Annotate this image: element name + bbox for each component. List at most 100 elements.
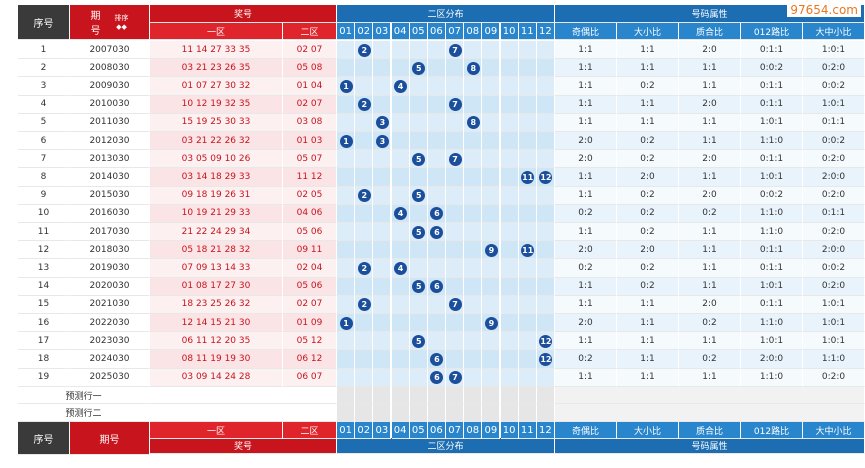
dist-cell [427,168,446,187]
dist-cell [409,259,428,278]
attr-value: 2:0:0 [803,241,865,260]
attr-value: 1:1 [679,77,741,96]
dist-cell [518,368,537,387]
header-zone1: 一区 [150,23,283,40]
dist-cell [446,223,465,242]
attr-value: 2:0 [679,95,741,114]
attr-value: 1:1 [617,95,679,114]
dist-col-label: 06 [427,23,446,40]
seq: 17 [18,332,70,351]
zone1-numbers: 03 21 23 26 35 [150,59,283,78]
dist-cell [409,77,428,96]
dist-col-label: 08 [464,422,483,439]
dist-cell [337,332,356,351]
sort-button[interactable]: ◆◆ [116,23,127,31]
dist-cell [536,95,555,114]
dist-cell [464,186,483,205]
dist-cell [391,113,410,132]
forecast-row: 预测行二 [18,404,150,422]
dist-cell [373,150,392,169]
dist-cell [536,150,555,169]
period: 2014030 [70,168,150,187]
attr-value: 0:2 [555,204,617,223]
forecast-dist [373,386,392,405]
forecast-dist [427,404,446,422]
attr-value: 0:1:1 [803,204,865,223]
dist-cell [355,168,374,187]
dist-cell [373,350,392,369]
dist-cell [355,77,374,96]
dist-cell [536,113,555,132]
ball: 12 [539,334,553,348]
attr-col-label: 012路比 [741,422,803,439]
attr-value: 1:1 [617,41,679,60]
dist-cell [409,314,428,333]
dist-cell [391,223,410,242]
attr-value: 1:1 [679,259,741,278]
period: 2022030 [70,314,150,333]
attr-value: 2:0 [555,241,617,260]
header-prize: 奖号 [150,438,337,454]
zone2-numbers: 02 07 [283,295,337,314]
ball: 5 [412,152,426,166]
seq: 15 [18,295,70,314]
period: 2007030 [70,41,150,60]
dist-cell [446,77,465,96]
forecast-dist [500,404,519,422]
zone2-numbers: 05 06 [283,277,337,296]
dist-cell [482,95,501,114]
dist-cell [391,350,410,369]
dist-cell [373,277,392,296]
attr-col-label: 大小比 [617,422,679,439]
attr-col-label: 大小比 [617,23,679,40]
ball: 1 [339,134,353,148]
dist-cell [337,95,356,114]
attr-value: 2:0:0 [803,168,865,187]
dist-col-label: 03 [373,23,392,40]
dist-cell [391,132,410,151]
attr-value: 0:0:2 [803,132,865,151]
attr-value: 1:1 [555,277,617,296]
dist-cell [337,277,356,296]
attr-value: 0:2 [617,277,679,296]
attr-value: 1:1 [555,223,617,242]
dist-cell [337,295,356,314]
ball: 11 [521,243,535,257]
attr-value: 0:2 [679,314,741,333]
zone2-numbers: 04 06 [283,204,337,223]
dist-cell [337,113,356,132]
seq: 19 [18,368,70,387]
dist-cell [464,350,483,369]
ball: 12 [539,171,553,184]
sort-button[interactable]: 排序 [114,14,129,22]
attr-value: 1:1 [555,368,617,387]
dist-cell [500,259,519,278]
attr-value: 2:0 [679,186,741,205]
period: 2012030 [70,132,150,151]
zone2-numbers: 11 12 [283,168,337,187]
attr-value: 0:2:0 [803,368,865,387]
attr-value: 0:2:0 [803,277,865,296]
dist-cell [518,204,537,223]
attr-value: 1:1 [617,314,679,333]
zone2-numbers: 02 07 [283,41,337,60]
attr-value: 1:1 [617,368,679,387]
attr-value: 1:0:1 [803,314,865,333]
ball: 7 [448,371,462,385]
forecast-dist [446,404,465,422]
attr-value: 1:1 [679,277,741,296]
ball: 7 [448,98,462,112]
seq: 5 [18,113,70,132]
attr-value: 1:1 [617,332,679,351]
attr-value: 0:0:2 [803,77,865,96]
dist-cell [337,204,356,223]
attr-value: 1:1 [679,241,741,260]
ball: 5 [412,334,426,348]
zone1-numbers: 15 19 25 30 33 [150,113,283,132]
dist-cell [536,132,555,151]
dist-cell [427,259,446,278]
dist-cell [409,95,428,114]
attr-value: 1:1:0 [741,368,803,387]
seq: 10 [18,204,70,223]
